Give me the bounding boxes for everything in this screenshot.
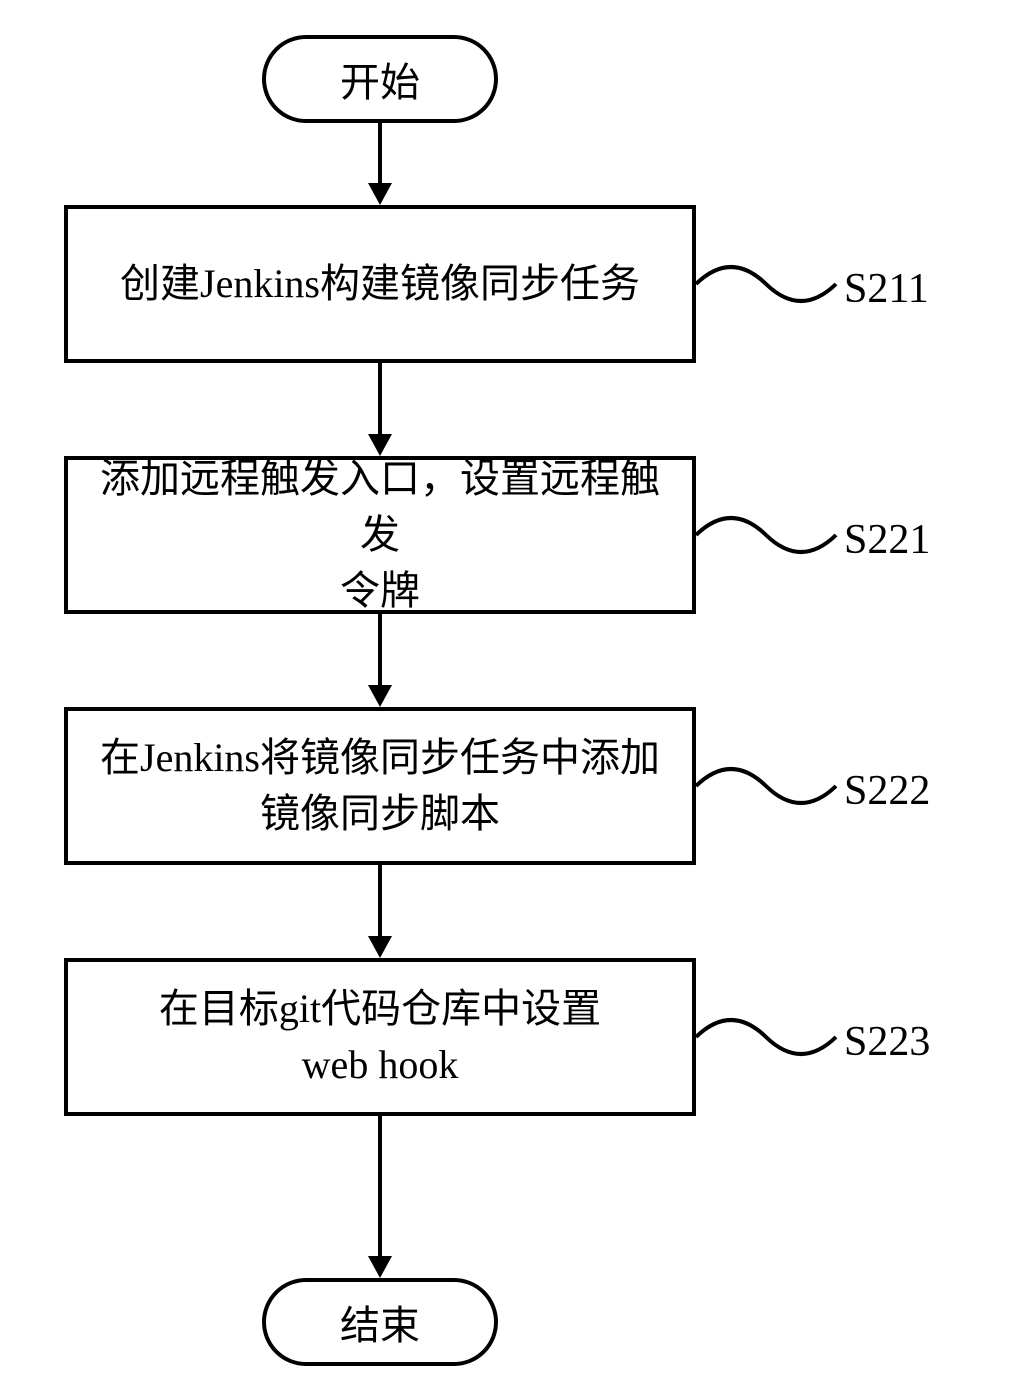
- start-terminal: 开始: [262, 35, 498, 123]
- arrow-1-line: [378, 123, 382, 183]
- process-s222: 在Jenkins将镜像同步任务中添加 镜像同步脚本: [64, 707, 696, 865]
- flowchart-container: 开始 创建Jenkins构建镜像同步任务 S211 添加远程触发入口，设置远程触…: [0, 0, 1033, 1399]
- label-s222: S222: [844, 767, 930, 815]
- s223-text-line1: 在目标git代码仓库中设置: [159, 986, 601, 1031]
- label-s223: S223: [844, 1018, 930, 1066]
- process-s221: 添加远程触发入口，设置远程触发 令牌: [64, 456, 696, 614]
- arrow-2-line: [378, 363, 382, 434]
- arrow-4-line: [378, 865, 382, 936]
- label-s211: S211: [844, 265, 929, 313]
- s221-text-line2: 令牌: [340, 568, 420, 613]
- end-terminal: 结束: [262, 1278, 498, 1366]
- arrow-3-line: [378, 614, 382, 685]
- s211-text: 创建Jenkins构建镜像同步任务: [120, 261, 640, 306]
- s222-text-line1: 在Jenkins将镜像同步任务中添加: [100, 735, 660, 780]
- arrow-3-head: [368, 685, 392, 707]
- curve-s223: [696, 1011, 844, 1071]
- arrow-5-line: [378, 1116, 382, 1256]
- process-s223: 在目标git代码仓库中设置 web hook: [64, 958, 696, 1116]
- curve-s211: [696, 258, 844, 318]
- end-text: 结束: [340, 1293, 420, 1351]
- process-s211: 创建Jenkins构建镜像同步任务: [64, 205, 696, 363]
- curve-s222: [696, 760, 844, 820]
- arrow-1-head: [368, 183, 392, 205]
- arrow-4-head: [368, 936, 392, 958]
- label-s221: S221: [844, 516, 930, 564]
- s221-text-line1: 添加远程触发入口，设置远程触发: [100, 456, 660, 557]
- s223-text-line2: web hook: [302, 1042, 459, 1087]
- arrow-5-head: [368, 1256, 392, 1278]
- curve-s221: [696, 509, 844, 569]
- start-text: 开始: [340, 50, 420, 108]
- s222-text-line2: 镜像同步脚本: [260, 791, 500, 836]
